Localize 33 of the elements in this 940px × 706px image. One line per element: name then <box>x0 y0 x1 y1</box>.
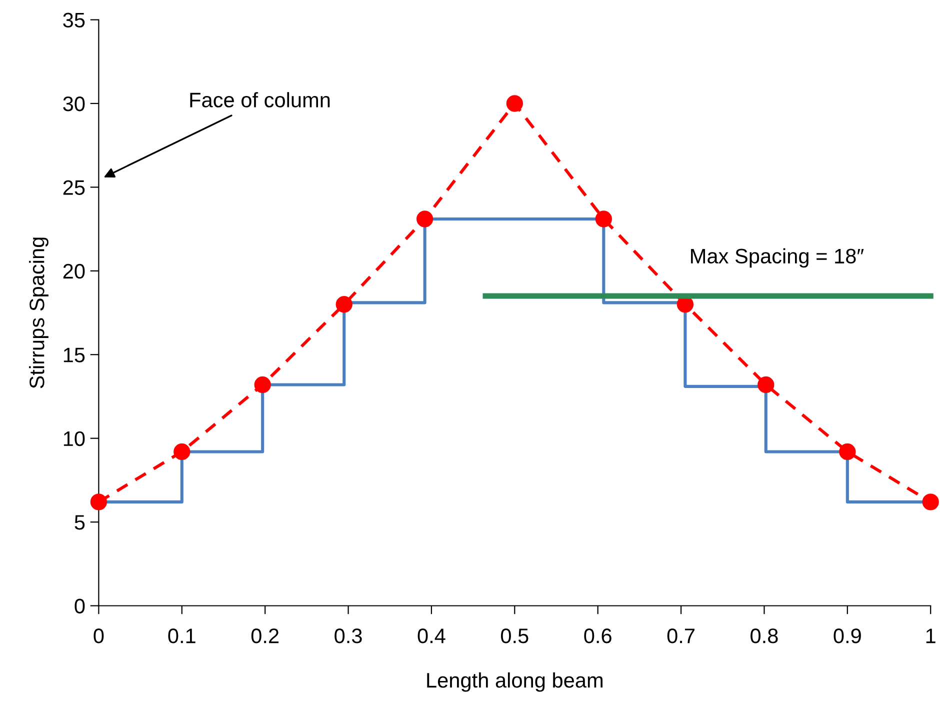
point <box>254 376 271 394</box>
point <box>90 494 108 510</box>
point <box>922 494 939 510</box>
annotation: Max Spacing = 18″ <box>691 248 864 268</box>
x-tick-label: 0.9 <box>834 628 861 644</box>
x-tick-label: 0.7 <box>667 628 694 644</box>
y-tick-label: 35 <box>63 12 85 28</box>
point <box>174 443 190 460</box>
x-tick-label: 0.1 <box>168 628 196 644</box>
x-tick-label: 0 <box>94 628 104 644</box>
x-tick-label: 0.4 <box>418 628 446 644</box>
x-axis-title: Length along beam <box>427 672 602 692</box>
y-tick-label: 10 <box>64 431 85 446</box>
y-tick-label: 0 <box>74 598 85 614</box>
x-tick-label: 0.6 <box>584 628 612 644</box>
x-tick-label: 0.5 <box>500 628 528 644</box>
y-tick-label: 20 <box>63 264 85 279</box>
point <box>416 210 434 228</box>
point <box>758 376 774 394</box>
x-tick-label: 0.2 <box>251 628 279 644</box>
annotation: Face of column <box>190 92 330 108</box>
point <box>336 296 352 313</box>
y-axis-title: Stirrups Spacing <box>29 238 48 388</box>
y-tick-label: 5 <box>74 515 85 530</box>
point <box>506 95 523 112</box>
y-tick-label: 25 <box>63 180 85 195</box>
x-tick-label: 0.8 <box>750 628 778 644</box>
y-tick-label: 15 <box>64 348 85 362</box>
x-tick-label: 0.3 <box>334 628 362 644</box>
point <box>839 443 856 460</box>
x-tick-label: 1 <box>926 628 936 644</box>
y-tick-label: 30 <box>63 96 85 112</box>
point <box>595 210 612 228</box>
